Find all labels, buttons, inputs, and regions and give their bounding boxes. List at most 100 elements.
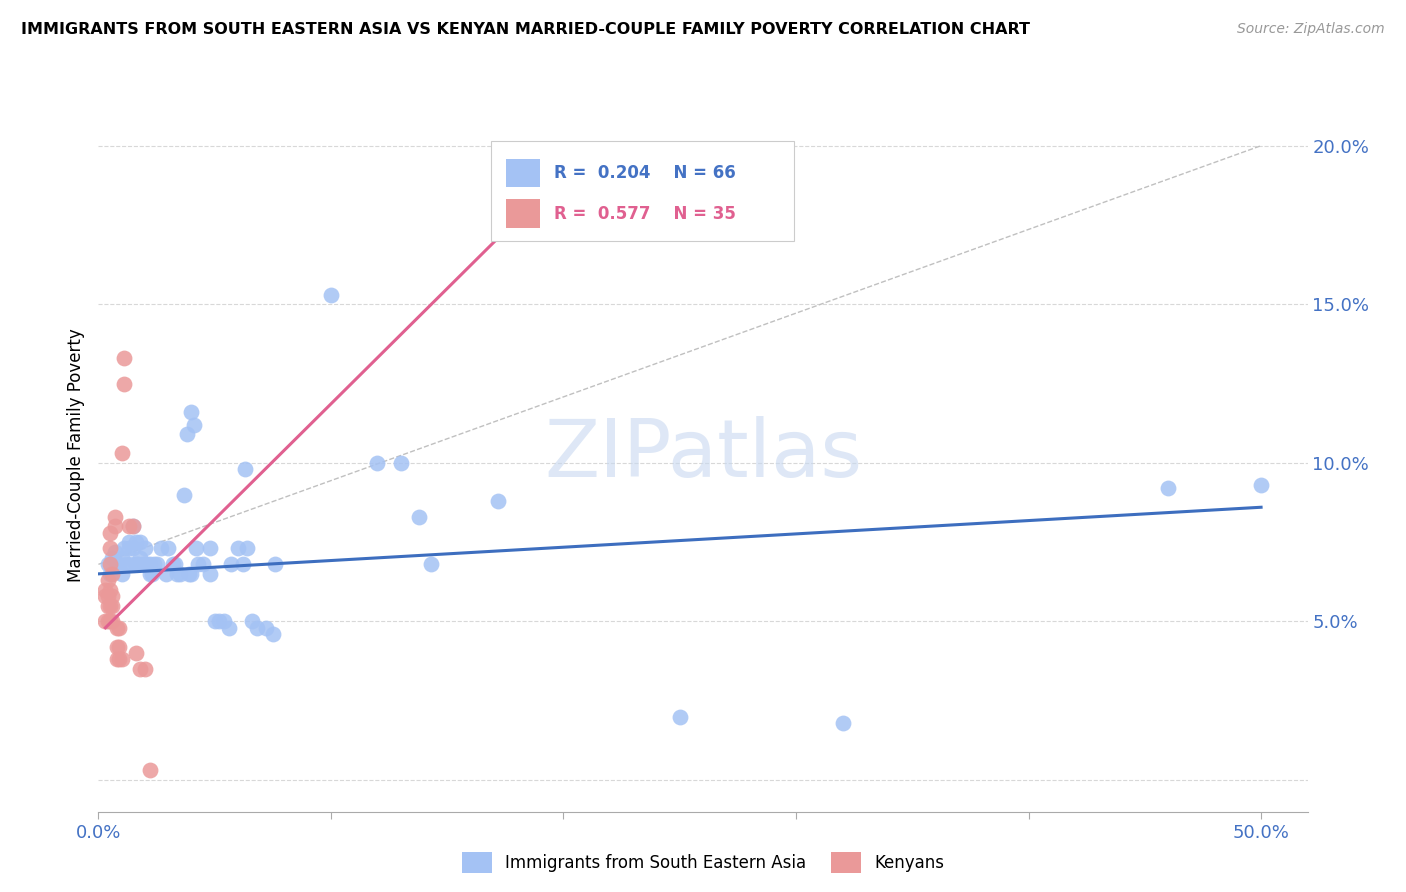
Point bbox=[366, 456, 388, 470]
Point bbox=[97, 599, 120, 613]
Point bbox=[262, 627, 284, 641]
Point bbox=[101, 599, 124, 613]
Point bbox=[166, 566, 188, 581]
Point bbox=[129, 551, 152, 566]
Point bbox=[165, 558, 187, 572]
Point bbox=[198, 566, 221, 581]
Point bbox=[111, 566, 134, 581]
Point bbox=[254, 621, 277, 635]
Point bbox=[104, 519, 127, 533]
Point bbox=[105, 558, 128, 572]
Point bbox=[208, 615, 231, 629]
Point bbox=[183, 417, 205, 432]
Point bbox=[136, 558, 159, 572]
FancyBboxPatch shape bbox=[506, 159, 540, 187]
Point bbox=[98, 582, 121, 597]
Point bbox=[105, 621, 128, 635]
Point bbox=[104, 509, 127, 524]
Point bbox=[98, 525, 121, 540]
Point bbox=[176, 427, 198, 442]
Point bbox=[108, 621, 131, 635]
Point bbox=[112, 376, 135, 391]
Point bbox=[233, 462, 256, 476]
Point bbox=[98, 541, 121, 556]
Point bbox=[831, 715, 853, 730]
Point bbox=[108, 652, 131, 666]
Point bbox=[184, 541, 207, 556]
Point bbox=[118, 519, 141, 533]
Point bbox=[97, 615, 120, 629]
Point bbox=[94, 589, 117, 603]
Point bbox=[97, 558, 120, 572]
FancyBboxPatch shape bbox=[492, 141, 793, 241]
Point bbox=[198, 541, 221, 556]
Point bbox=[94, 615, 117, 629]
Point bbox=[218, 621, 240, 635]
Point bbox=[111, 551, 134, 566]
Point bbox=[138, 566, 160, 581]
Point bbox=[122, 541, 145, 556]
Point bbox=[264, 558, 287, 572]
Point bbox=[101, 615, 124, 629]
Point bbox=[111, 652, 134, 666]
Point bbox=[129, 662, 152, 676]
Point bbox=[98, 566, 121, 581]
Point bbox=[319, 287, 342, 301]
Point bbox=[122, 519, 145, 533]
Point bbox=[124, 535, 146, 549]
Text: Source: ZipAtlas.com: Source: ZipAtlas.com bbox=[1237, 22, 1385, 37]
Point bbox=[157, 541, 180, 556]
Point bbox=[155, 566, 177, 581]
Point bbox=[143, 558, 166, 572]
Point bbox=[134, 558, 156, 572]
Legend: Immigrants from South Eastern Asia, Kenyans: Immigrants from South Eastern Asia, Keny… bbox=[456, 846, 950, 880]
Point bbox=[173, 487, 195, 501]
Point bbox=[180, 405, 202, 419]
Point bbox=[169, 566, 191, 581]
Point bbox=[145, 558, 167, 572]
Y-axis label: Married-Couple Family Poverty: Married-Couple Family Poverty bbox=[66, 328, 84, 582]
Point bbox=[105, 652, 128, 666]
Point bbox=[1157, 481, 1180, 495]
Point bbox=[94, 582, 117, 597]
Point bbox=[101, 551, 124, 566]
Point bbox=[115, 558, 138, 572]
Point bbox=[98, 558, 121, 572]
Text: ZIPatlas: ZIPatlas bbox=[544, 416, 862, 494]
Point bbox=[98, 615, 121, 629]
Point bbox=[1250, 478, 1272, 492]
Point bbox=[219, 558, 242, 572]
Point bbox=[226, 541, 249, 556]
Point bbox=[245, 621, 267, 635]
Point bbox=[120, 558, 142, 572]
Point bbox=[138, 764, 160, 778]
Point bbox=[134, 662, 156, 676]
Point bbox=[129, 535, 152, 549]
Point bbox=[668, 709, 690, 723]
Point bbox=[122, 519, 145, 533]
Point bbox=[112, 541, 135, 556]
Point bbox=[204, 615, 226, 629]
Point bbox=[389, 456, 412, 470]
Point bbox=[212, 615, 235, 629]
Point bbox=[118, 541, 141, 556]
Point bbox=[104, 544, 127, 558]
Point bbox=[240, 615, 263, 629]
Point bbox=[127, 558, 149, 572]
Text: IMMIGRANTS FROM SOUTH EASTERN ASIA VS KENYAN MARRIED-COUPLE FAMILY POVERTY CORRE: IMMIGRANTS FROM SOUTH EASTERN ASIA VS KE… bbox=[21, 22, 1031, 37]
Point bbox=[105, 640, 128, 654]
Point bbox=[97, 573, 120, 587]
Point bbox=[138, 558, 160, 572]
Point bbox=[124, 558, 146, 572]
Point bbox=[118, 535, 141, 549]
Point bbox=[124, 646, 146, 660]
Point bbox=[98, 599, 121, 613]
Point bbox=[101, 566, 124, 581]
Point bbox=[97, 589, 120, 603]
Point bbox=[108, 640, 131, 654]
Point bbox=[150, 541, 173, 556]
Text: R =  0.577    N = 35: R = 0.577 N = 35 bbox=[554, 205, 737, 223]
Point bbox=[111, 446, 134, 460]
Point bbox=[108, 558, 131, 572]
Point bbox=[162, 558, 184, 572]
